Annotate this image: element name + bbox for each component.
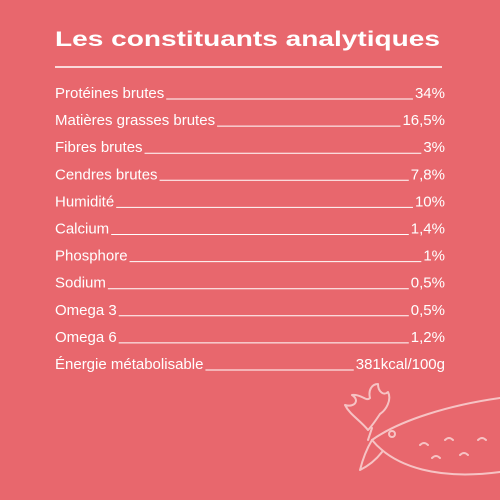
- row-label: Cendres brutes: [55, 166, 158, 183]
- row-value: 1,2%: [411, 329, 445, 346]
- row-value: 1,4%: [411, 221, 445, 238]
- row-value: 16,5%: [402, 112, 445, 129]
- row-label: Protéines brutes: [55, 85, 164, 102]
- row-value: 0,5%: [411, 302, 445, 319]
- row-label: Phosphore: [55, 248, 128, 265]
- row-value: 3%: [423, 139, 445, 156]
- row-value: 1%: [423, 248, 445, 265]
- row-label: Omega 6: [55, 329, 117, 346]
- row-label: Fibres brutes: [55, 139, 143, 156]
- row-value: 0,5%: [411, 275, 445, 292]
- row-value: 381kcal/100g: [356, 356, 445, 373]
- row-label: Omega 3: [55, 302, 117, 319]
- row-value: 7,8%: [411, 166, 445, 183]
- row-label: Énergie métabolisable: [55, 356, 203, 373]
- fish-illustration: [344, 383, 500, 476]
- row-label: Matières grasses brutes: [55, 112, 215, 129]
- title: Les constituants analytiques: [55, 28, 440, 51]
- row-label: Sodium: [55, 275, 106, 292]
- row-value: 10%: [415, 193, 445, 210]
- row-label: Humidité: [55, 193, 114, 210]
- row-label: Calcium: [55, 221, 109, 238]
- row-value: 34%: [415, 85, 445, 102]
